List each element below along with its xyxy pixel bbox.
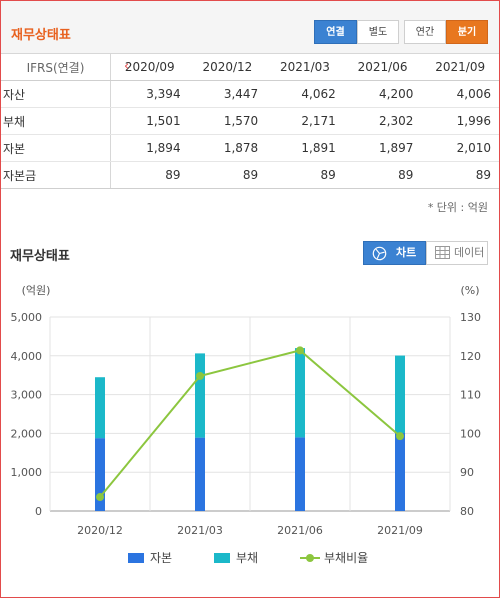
bar-segment [295,348,305,438]
table-cell: 3,394 [110,80,189,108]
bar-segment [395,355,405,434]
table-row: 부채 1,501 1,570 2,171 2,302 1,996 [1,107,499,135]
data-view-button[interactable]: 데이터 [426,241,488,265]
table-cell: 89 [266,161,344,189]
chart-icon [372,246,387,269]
bar-segment [195,353,205,438]
table-row: 자본금 89 89 89 89 89 [1,161,499,189]
bar-segment [295,437,305,511]
quarterly-toggle[interactable]: 분기 [446,20,488,44]
data-view-label: 데이터 [454,246,485,259]
annual-toggle[interactable]: 연간 [404,20,446,44]
bar-segment [195,437,205,511]
ratio-point [296,346,304,355]
ratio-point [396,432,404,441]
y-right-tick-label: 100 [460,427,481,440]
y-left-tick-label: 1,000 [11,466,43,479]
table-cell: 89 [110,161,189,189]
period-header: 2020/09 [110,53,189,81]
table-cell: 4,062 [266,80,344,108]
y-left-axis-label: (억원) [22,284,51,297]
table-cell: 2,171 [266,107,344,135]
table-row: 자산 3,394 3,447 4,062 4,200 4,006 [1,80,499,108]
legend-label: 자본 [150,551,172,565]
x-tick-label: 2021/06 [277,524,323,537]
table-cell: 1,570 [188,107,267,135]
y-right-tick-label: 110 [460,389,481,402]
table-cell: 2,302 [343,107,422,135]
legend-swatch [128,553,144,563]
legend-label: 부채 [236,551,258,565]
table-cell: 89 [188,161,267,189]
y-left-tick-label: 4,000 [11,350,43,363]
row-label: 자본 [1,134,111,162]
y-left-tick-label: 0 [35,505,42,518]
table-cell: 4,006 [421,80,499,108]
table-header-row: IFRS(연결) 2020/09 2020/12 2021/03 2021/06… [1,53,499,81]
table-grid-icon [435,246,450,268]
table-cell: 3,447 [188,80,267,108]
x-tick-label: 2021/09 [377,524,423,537]
legend-label: 부채비율 [324,551,368,565]
row-label: 자본금 [1,161,111,189]
bar-segment [395,433,405,511]
y-right-axis-label: (%) [460,284,479,297]
separate-toggle[interactable]: 별도 [357,20,399,44]
legend-swatch [306,554,314,562]
table-header-label: IFRS(연결) [1,53,111,81]
y-right-tick-label: 120 [460,350,481,363]
table-cell: 89 [343,161,422,189]
table-cell: 1,996 [421,107,499,135]
y-left-tick-label: 5,000 [11,311,43,324]
table-cell: 1,891 [266,134,344,162]
period-header: 2021/06 [343,53,422,81]
y-right-tick-label: 80 [460,505,474,518]
bar-segment [95,438,105,511]
ratio-point [96,493,104,502]
ratio-point [196,371,204,380]
chart-section-title: 재무상태표 [10,249,70,264]
y-right-tick-label: 130 [460,311,481,324]
period-header: 2020/12 [188,53,267,81]
balance-sheet-table: IFRS(연결) 2020/09 2020/12 2021/03 2021/06… [1,53,499,189]
table-cell: 1,501 [110,107,189,135]
x-tick-label: 2020/12 [77,524,123,537]
chart-view-label: 차트 [396,246,417,259]
table-row: 자본 1,894 1,878 1,891 1,897 2,010 [1,134,499,162]
y-left-tick-label: 2,000 [11,427,43,440]
x-tick-label: 2021/03 [177,524,223,537]
table-cell: 2,010 [421,134,499,162]
ratio-line [99,349,401,498]
table-cell: 4,200 [343,80,422,108]
row-label: 부채 [1,107,111,135]
row-label: 자산 [1,80,111,108]
y-left-tick-label: 3,000 [11,389,43,402]
period-header: 2021/09 [421,53,499,81]
period-header: 2021/03 [266,53,344,81]
page-title: 재무상태표 [11,28,71,43]
table-cell: 89 [421,161,499,189]
unit-note: * 단위 : 억원 [427,201,488,214]
chevron-left-icon[interactable]: ‹ [124,59,130,74]
legend-swatch [214,553,230,563]
bar-segment [95,377,105,439]
table-cell: 1,897 [343,134,422,162]
y-right-tick-label: 90 [460,466,474,479]
chart-view-button[interactable]: 차트 [363,241,426,265]
consolidated-toggle[interactable]: 연결 [314,20,357,44]
table-cell: 1,878 [188,134,267,162]
table-cell: 1,894 [110,134,189,162]
